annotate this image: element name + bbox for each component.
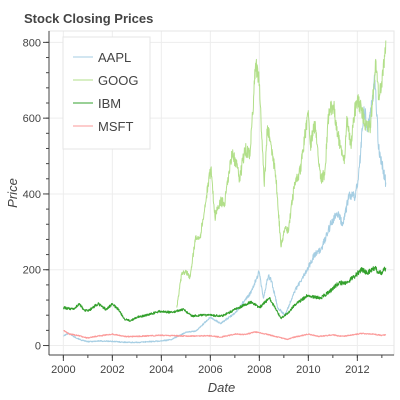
x-tick-label: 2006 xyxy=(198,364,222,376)
legend-label: MSFT xyxy=(98,119,133,134)
legend: AAPL GOOG IBM MSFT xyxy=(62,36,151,150)
legend-label: IBM xyxy=(98,96,121,111)
y-axis-title: Price xyxy=(5,178,20,208)
chart-title: Stock Closing Prices xyxy=(24,11,153,26)
legend-box xyxy=(62,36,151,150)
legend-label: AAPL xyxy=(98,50,131,65)
series-line-ibm xyxy=(63,265,387,322)
y-tick-label: 600 xyxy=(23,113,41,125)
x-tick-label: 2002 xyxy=(100,364,124,376)
series-line-msft xyxy=(63,329,387,341)
x-tick-label: 2012 xyxy=(345,364,369,376)
y-tick-label: 200 xyxy=(23,265,41,277)
series-line-aapl xyxy=(63,74,387,344)
y-tick-label: 0 xyxy=(35,341,41,353)
series-line-goog xyxy=(176,40,387,308)
x-tick-label: 2000 xyxy=(51,364,75,376)
x-tick-label: 2010 xyxy=(296,364,320,376)
x-tick-label: 2008 xyxy=(247,364,271,376)
axes: 2000 2002 2004 2006 2008 2010 2012 0 200 400 600 80… xyxy=(23,31,394,376)
y-tick-label: 400 xyxy=(23,189,41,201)
x-tick-label: 2004 xyxy=(149,364,173,376)
series-layer xyxy=(63,40,387,344)
x-axis-title: Date xyxy=(208,380,235,395)
legend-label: GOOG xyxy=(98,73,138,88)
y-tick-label: 800 xyxy=(23,37,41,49)
